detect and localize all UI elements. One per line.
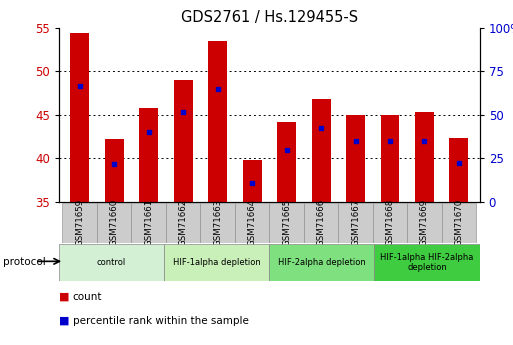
Bar xyxy=(173,80,192,202)
Title: GDS2761 / Hs.129455-S: GDS2761 / Hs.129455-S xyxy=(181,10,358,25)
Bar xyxy=(442,203,476,243)
Bar xyxy=(105,139,124,202)
Text: protocol: protocol xyxy=(3,257,45,267)
Text: GSM71660: GSM71660 xyxy=(110,199,119,246)
Bar xyxy=(63,203,97,243)
Bar xyxy=(277,122,296,202)
Text: HIF-1alpha depletion: HIF-1alpha depletion xyxy=(173,258,261,267)
Bar xyxy=(131,203,166,243)
Bar xyxy=(415,112,434,202)
Text: HIF-2alpha depletion: HIF-2alpha depletion xyxy=(278,258,366,267)
Bar xyxy=(346,115,365,202)
Bar xyxy=(243,160,262,202)
Text: control: control xyxy=(97,258,126,267)
Text: HIF-1alpha HIF-2alpha
depletion: HIF-1alpha HIF-2alpha depletion xyxy=(380,253,474,272)
Bar xyxy=(59,244,164,281)
Text: GSM71662: GSM71662 xyxy=(179,199,188,246)
Text: GSM71669: GSM71669 xyxy=(420,199,429,246)
Bar xyxy=(208,41,227,202)
Bar xyxy=(164,244,269,281)
Bar xyxy=(449,138,468,202)
Text: GSM71664: GSM71664 xyxy=(248,199,256,246)
Text: ■: ■ xyxy=(59,316,69,326)
Text: GSM71670: GSM71670 xyxy=(455,199,463,246)
Bar xyxy=(304,203,338,243)
Bar xyxy=(407,203,442,243)
Text: GSM71666: GSM71666 xyxy=(317,199,326,246)
Bar xyxy=(338,203,373,243)
Bar xyxy=(166,203,201,243)
Bar xyxy=(374,244,480,281)
Text: ■: ■ xyxy=(59,292,69,302)
Bar xyxy=(269,244,374,281)
Bar xyxy=(235,203,269,243)
Text: GSM71665: GSM71665 xyxy=(282,199,291,246)
Bar xyxy=(373,203,407,243)
Text: percentile rank within the sample: percentile rank within the sample xyxy=(73,316,249,326)
Bar xyxy=(311,99,330,202)
Bar xyxy=(201,203,235,243)
Text: count: count xyxy=(73,292,103,302)
Bar xyxy=(269,203,304,243)
Text: GSM71659: GSM71659 xyxy=(75,199,84,246)
Text: GSM71661: GSM71661 xyxy=(144,199,153,246)
Text: GSM71663: GSM71663 xyxy=(213,199,222,246)
Text: GSM71667: GSM71667 xyxy=(351,199,360,246)
Bar xyxy=(70,33,89,202)
Bar xyxy=(381,115,400,202)
Bar xyxy=(97,203,131,243)
Bar xyxy=(139,108,158,202)
Text: GSM71668: GSM71668 xyxy=(385,199,394,246)
